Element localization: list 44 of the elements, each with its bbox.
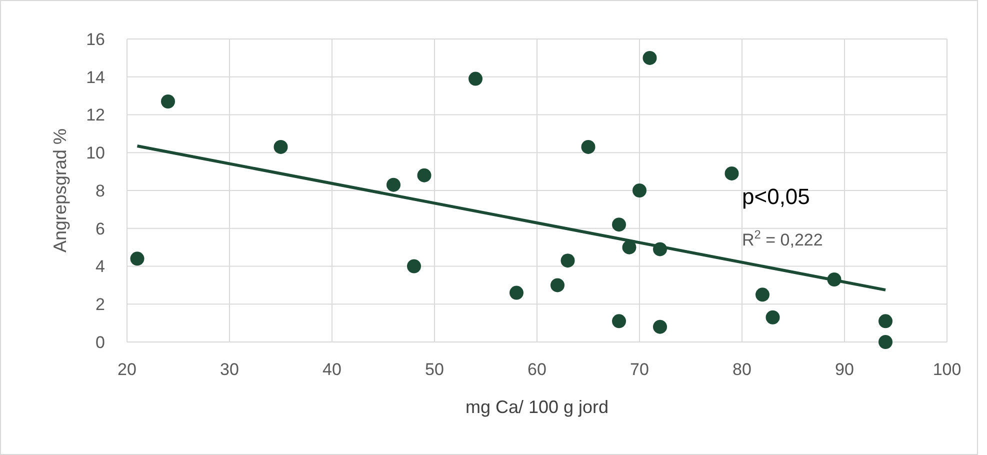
y-tick-label: 12 xyxy=(86,106,105,125)
point xyxy=(407,259,421,274)
point xyxy=(510,286,524,300)
y-tick-label: 0 xyxy=(96,332,105,352)
point xyxy=(417,168,432,182)
y-tick-label: 16 xyxy=(86,30,105,49)
point xyxy=(642,50,657,65)
y-tick-label: 14 xyxy=(86,68,105,87)
point xyxy=(130,252,144,266)
point xyxy=(632,184,646,198)
annotation: p<0,05 xyxy=(742,184,810,209)
x-tick-label: 60 xyxy=(528,360,546,379)
point xyxy=(756,288,770,302)
annotation: R$^{2}$ = 0,222 xyxy=(742,227,823,250)
point xyxy=(612,314,626,328)
x-tick-label: 90 xyxy=(835,360,854,379)
x-axis-title: mg Ca/ 100 g jord xyxy=(465,397,609,417)
point xyxy=(274,140,288,154)
point xyxy=(766,310,780,324)
y-axis-title: Angrepsgrad % xyxy=(50,128,70,253)
point xyxy=(612,218,626,232)
point xyxy=(622,240,636,254)
point xyxy=(653,320,667,334)
x-tick-label: 50 xyxy=(425,360,444,379)
y-tick-label: 6 xyxy=(96,219,105,238)
x-tick-label: 40 xyxy=(322,360,342,379)
y-tick-label: 2 xyxy=(96,295,105,314)
x-tick-label: 70 xyxy=(630,360,649,379)
y-tick-label: 4 xyxy=(96,257,105,276)
point xyxy=(878,314,892,328)
x-tick-label: 100 xyxy=(932,360,962,379)
point xyxy=(878,335,892,349)
x-tick-label: 30 xyxy=(220,360,239,379)
point xyxy=(386,178,400,192)
point xyxy=(581,140,596,154)
point xyxy=(161,94,175,108)
y-tick-label: 10 xyxy=(86,144,105,163)
point xyxy=(550,278,564,292)
y-tick-label: 8 xyxy=(96,181,105,200)
x-tick-label: 80 xyxy=(732,360,752,379)
point xyxy=(468,72,482,86)
x-tick-label: 20 xyxy=(118,360,136,379)
point xyxy=(560,254,575,268)
point xyxy=(724,166,739,180)
